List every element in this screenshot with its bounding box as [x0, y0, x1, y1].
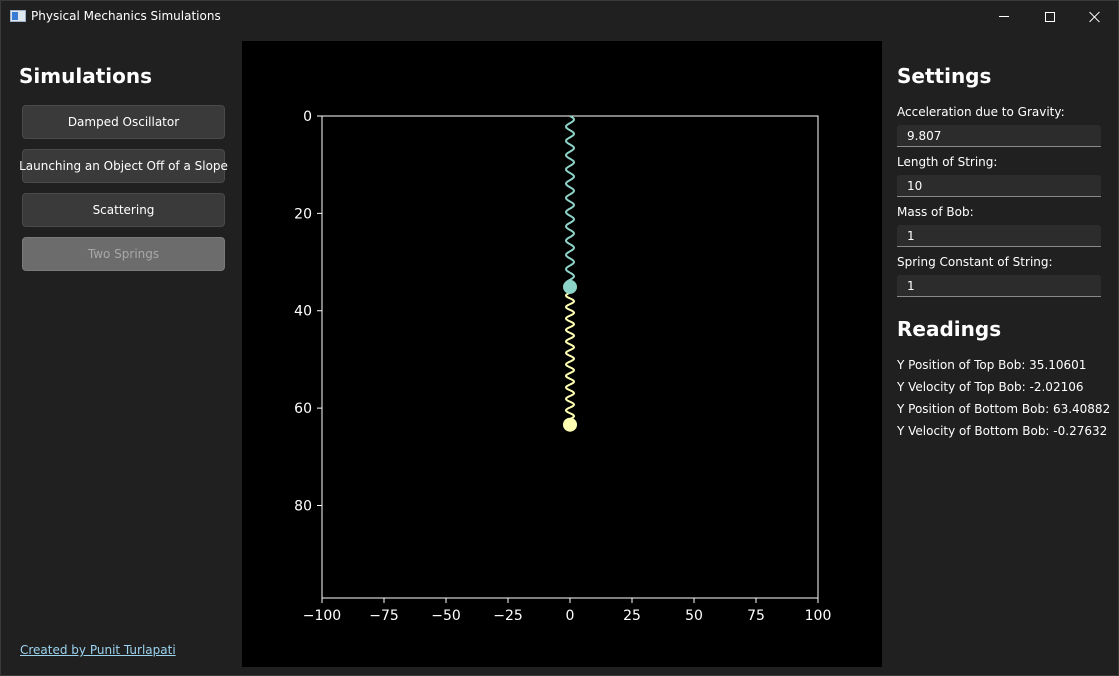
y-tick-label: 0	[303, 109, 312, 125]
title-bar[interactable]: Physical Mechanics Simulations	[1, 1, 1118, 32]
damped-oscillator-button[interactable]: Damped Oscillator	[22, 105, 225, 139]
simulations-panel: Simulations Damped Oscillator Launching …	[1, 41, 241, 669]
reading-top-bob-position: Y Position of Top Bob: 35.10601	[897, 358, 1087, 372]
y-tick-label: 60	[294, 401, 312, 417]
top-spring	[564, 115, 576, 288]
credit-link[interactable]: Created by Punit Turlapati	[20, 643, 176, 657]
spring-constant-input[interactable]	[897, 275, 1101, 297]
window-title: Physical Mechanics Simulations	[31, 9, 221, 23]
launching-object-slope-button[interactable]: Launching an Object Off of a Slope	[19, 149, 228, 183]
string-length-label: Length of String:	[897, 155, 998, 169]
settings-panel: Settings Acceleration due to Gravity: Le…	[882, 41, 1118, 669]
gravity-input[interactable]	[897, 125, 1101, 147]
maximize-icon	[1045, 11, 1055, 22]
string-length-input[interactable]	[897, 175, 1101, 197]
x-tick-label: 75	[747, 608, 765, 624]
minimize-button[interactable]	[981, 1, 1027, 32]
x-tick-label: 25	[623, 608, 641, 624]
reading-bottom-bob-position: Y Position of Bottom Bob: 63.40882	[897, 402, 1111, 416]
gravity-label: Acceleration due to Gravity:	[897, 105, 1065, 119]
bob-mass-input[interactable]	[897, 225, 1101, 247]
settings-title: Settings	[897, 64, 992, 88]
bottom-spring	[564, 286, 576, 426]
scattering-button[interactable]: Scattering	[22, 193, 225, 227]
x-tick-label: 100	[805, 608, 832, 624]
y-tick-label: 20	[294, 206, 312, 222]
readings-title: Readings	[897, 317, 1002, 341]
simulation-plot: −100 −75 −50 −25 0 25 50 75 100 0 20 40 60 80	[242, 41, 882, 667]
two-springs-button: Two Springs	[22, 237, 225, 271]
spring-constant-label: Spring Constant of String:	[897, 255, 1053, 269]
x-tick-label: −100	[303, 608, 341, 624]
chart-svg: −100 −75 −50 −25 0 25 50 75 100 0 20 40 60 80	[294, 109, 832, 624]
x-tick-label: −25	[493, 608, 523, 624]
close-button[interactable]	[1072, 1, 1118, 32]
x-tick-label: 50	[685, 608, 703, 624]
reading-top-bob-velocity: Y Velocity of Top Bob: -2.02106	[897, 380, 1084, 394]
maximize-button[interactable]	[1027, 1, 1073, 32]
bottom-bob-point	[563, 417, 577, 432]
close-icon	[1089, 11, 1101, 23]
x-tick-label: 0	[566, 608, 575, 624]
app-window-icon	[10, 10, 26, 22]
y-tick-label: 80	[294, 498, 312, 514]
minimize-icon	[999, 16, 1009, 17]
reading-bottom-bob-velocity: Y Velocity of Bottom Bob: -0.27632	[897, 424, 1108, 438]
top-bob-point	[563, 279, 577, 294]
x-tick-label: −75	[369, 608, 399, 624]
x-tick-label: −50	[431, 608, 461, 624]
simulations-title: Simulations	[19, 64, 152, 88]
y-tick-label: 40	[294, 304, 312, 320]
bob-mass-label: Mass of Bob:	[897, 205, 974, 219]
